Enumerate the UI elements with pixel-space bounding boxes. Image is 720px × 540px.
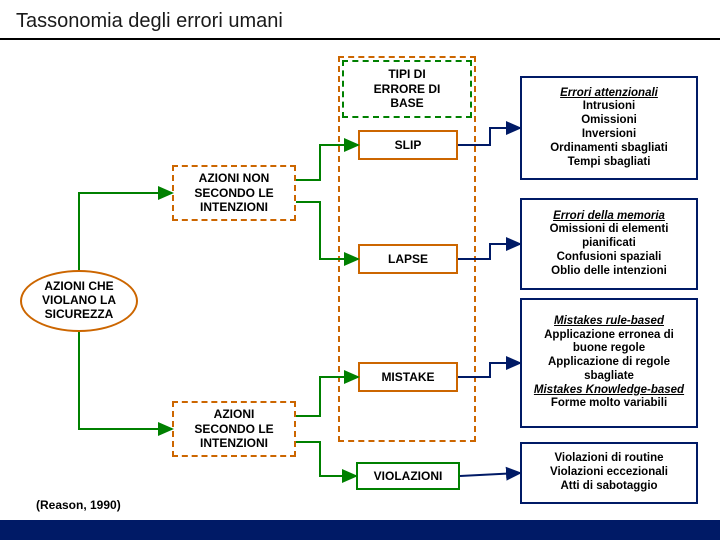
- footer-bar: [0, 520, 720, 540]
- detail-mistakes: Mistakes rule-based Applicazione erronea…: [520, 298, 698, 428]
- detail-memoria-header: Errori della memoria: [526, 210, 692, 224]
- node-lapse-label: LAPSE: [388, 252, 428, 266]
- node-azioni-non: AZIONI NONSECONDO LEINTENZIONI: [172, 165, 296, 221]
- node-slip: SLIP: [358, 130, 458, 160]
- error-types-header: TIPI DIERRORE DIBASE: [342, 60, 472, 118]
- node-azioni-non-label: AZIONI NONSECONDO LEINTENZIONI: [194, 171, 273, 214]
- detail-mistakes-header2: Mistakes Knowledge-based: [526, 384, 692, 398]
- node-violazioni: VIOLAZIONI: [356, 462, 460, 490]
- node-violazioni-label: VIOLAZIONI: [374, 469, 443, 483]
- detail-mistakes-header1: Mistakes rule-based: [526, 315, 692, 329]
- error-types-header-label: TIPI DIERRORE DIBASE: [374, 67, 441, 110]
- node-lapse: LAPSE: [358, 244, 458, 274]
- node-oval-root: AZIONI CHEVIOLANO LASICUREZZA: [20, 270, 138, 332]
- node-azioni-sec-label: AZIONISECONDO LEINTENZIONI: [194, 407, 273, 450]
- detail-violazioni: Violazioni di routineViolazioni eccezion…: [520, 442, 698, 504]
- node-mistake: MISTAKE: [358, 362, 458, 392]
- page-title: Tassonomia degli errori umani: [16, 10, 283, 33]
- detail-attenzionali: Errori attenzionali IntrusioniOmissioniI…: [520, 76, 698, 180]
- citation: (Reason, 1990): [36, 498, 121, 512]
- title-underline: [0, 38, 720, 40]
- detail-violazioni-body: Violazioni di routineViolazioni eccezion…: [550, 452, 668, 493]
- detail-mistakes-body1: Applicazione erronea di buone regoleAppl…: [526, 329, 692, 384]
- node-slip-label: SLIP: [395, 138, 422, 152]
- node-mistake-label: MISTAKE: [381, 370, 434, 384]
- detail-mistakes-body2: Forme molto variabili: [526, 397, 692, 411]
- detail-memoria: Errori della memoria Omissioni di elemen…: [520, 198, 698, 290]
- node-azioni-sec: AZIONISECONDO LEINTENZIONI: [172, 401, 296, 457]
- detail-attenzionali-header: Errori attenzionali: [550, 87, 668, 101]
- detail-attenzionali-body: IntrusioniOmissioniInversioniOrdinamenti…: [550, 100, 668, 169]
- node-oval-label: AZIONI CHEVIOLANO LASICUREZZA: [42, 280, 116, 321]
- detail-memoria-body: Omissioni di elementi pianificatiConfusi…: [526, 223, 692, 278]
